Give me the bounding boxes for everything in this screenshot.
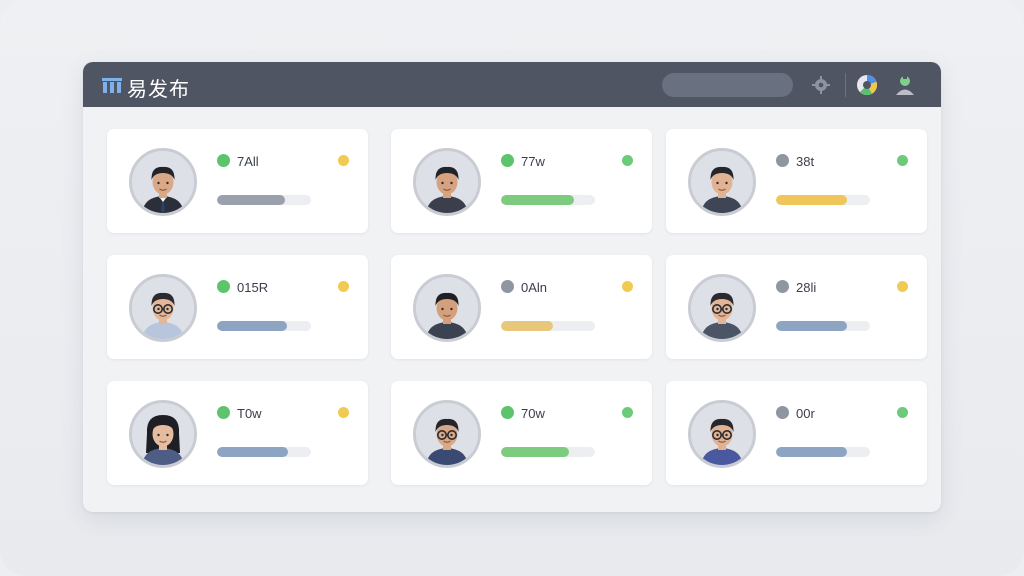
person-avatar-icon [132, 277, 194, 339]
avatar [413, 274, 481, 342]
progress-bar [501, 321, 595, 331]
indicator-dot [338, 155, 349, 166]
user-code: 70w [521, 406, 545, 421]
chart-button[interactable] [854, 72, 880, 98]
progress-bar [217, 321, 311, 331]
gear-icon [812, 76, 830, 94]
indicator-dot [622, 281, 633, 292]
progress-fill [776, 321, 848, 331]
avatar [688, 400, 756, 468]
status-dot [217, 154, 230, 167]
indicator-dot [622, 155, 633, 166]
user-card[interactable]: 00r [666, 381, 927, 485]
progress-fill [776, 447, 848, 457]
progress-fill [501, 321, 553, 331]
status-dot [776, 154, 789, 167]
user-card[interactable]: 7All [107, 129, 368, 233]
user-card[interactable]: 77w [391, 129, 652, 233]
user-card[interactable]: 0Aln [391, 255, 652, 359]
avatar [413, 148, 481, 216]
indicator-dot [622, 407, 633, 418]
person-avatar-icon [132, 403, 194, 465]
avatar [413, 400, 481, 468]
progress-bar [217, 447, 311, 457]
progress-bar [776, 321, 870, 331]
search-input[interactable] [662, 73, 793, 97]
user-icon [896, 76, 914, 95]
person-avatar-icon [691, 277, 753, 339]
status-dot [501, 154, 514, 167]
user-card[interactable]: T0w [107, 381, 368, 485]
progress-fill [217, 321, 287, 331]
progress-bar [776, 447, 870, 457]
user-card[interactable]: 38t [666, 129, 927, 233]
user-code: 28li [796, 280, 817, 295]
user-card[interactable]: 70w [391, 381, 652, 485]
progress-bar [501, 195, 595, 205]
status-dot [217, 406, 230, 419]
user-code: 015R [237, 280, 269, 295]
title-bar: 易发布 [83, 62, 941, 107]
user-code: 38t [796, 154, 815, 169]
person-avatar-icon [132, 151, 194, 213]
user-code: T0w [237, 406, 262, 421]
person-avatar-icon [416, 403, 478, 465]
progress-bar [217, 195, 311, 205]
status-dot [501, 406, 514, 419]
person-avatar-icon [691, 403, 753, 465]
status-dot [217, 280, 230, 293]
avatar [129, 148, 197, 216]
user-code: 0Aln [521, 280, 548, 295]
progress-bar [501, 447, 595, 457]
person-avatar-icon [416, 151, 478, 213]
status-dot [776, 406, 789, 419]
avatar [129, 400, 197, 468]
user-code: 00r [796, 406, 815, 421]
indicator-dot [897, 155, 908, 166]
user-code: 7All [237, 154, 259, 169]
status-dot [776, 280, 789, 293]
progress-fill [217, 195, 285, 205]
progress-fill [217, 447, 288, 457]
indicator-dot [897, 407, 908, 418]
user-button[interactable] [892, 72, 918, 98]
status-dot [501, 280, 514, 293]
progress-bar [776, 195, 870, 205]
toolbar-divider [845, 73, 846, 97]
user-card[interactable]: 015R [107, 255, 368, 359]
progress-fill [501, 447, 569, 457]
avatar [688, 148, 756, 216]
indicator-dot [338, 407, 349, 418]
app-title: 易发布 [127, 77, 190, 101]
bar-chart-icon [102, 78, 122, 93]
pie-chart-icon [857, 75, 877, 95]
user-card[interactable]: 28li [666, 255, 927, 359]
indicator-dot [897, 281, 908, 292]
person-avatar-icon [416, 277, 478, 339]
person-avatar-icon [691, 151, 753, 213]
progress-fill [776, 195, 848, 205]
indicator-dot [338, 281, 349, 292]
progress-fill [501, 195, 575, 205]
settings-button[interactable] [808, 72, 834, 98]
avatar [129, 274, 197, 342]
main-window: 易发布 [83, 62, 941, 512]
avatar [688, 274, 756, 342]
user-code: 77w [521, 154, 545, 169]
